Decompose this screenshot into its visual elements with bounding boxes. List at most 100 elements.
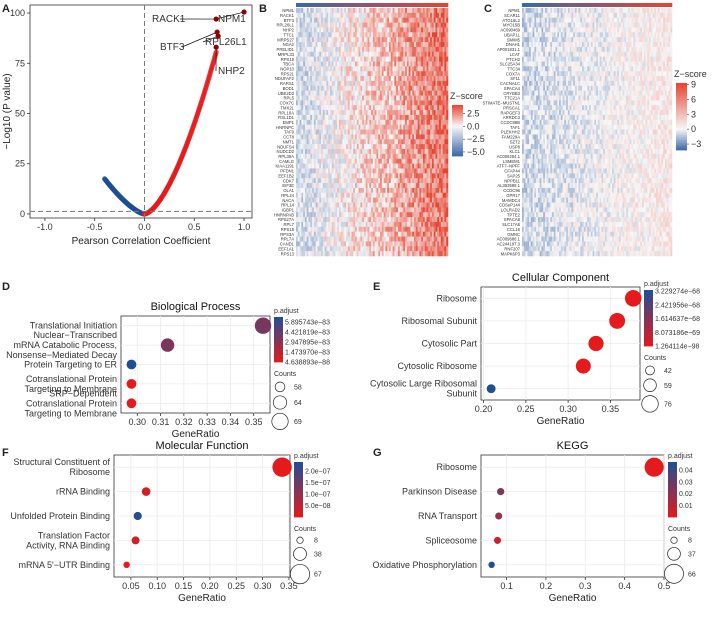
heat-cell [437, 153, 440, 160]
heat-cell [347, 241, 350, 247]
heat-cell [337, 90, 340, 96]
heat-cell [381, 42, 384, 48]
heat-cell [367, 163, 370, 169]
heat-cell [306, 217, 309, 223]
heat-cell [380, 246, 383, 252]
heat-cell [342, 56, 345, 62]
heat-cell [415, 236, 418, 242]
heat-cell [301, 139, 304, 145]
heat-cell [329, 12, 333, 19]
heat-cell [337, 149, 340, 155]
heat-cell [415, 241, 418, 247]
heat-cell [415, 8, 418, 14]
heat-cell [296, 187, 299, 194]
heat-cell [421, 173, 424, 179]
heat-cell [437, 42, 440, 48]
heat-cell [329, 129, 333, 135]
heat-cell [310, 178, 313, 184]
heat-cell [369, 246, 372, 252]
heat-cell [394, 105, 397, 111]
heat-cell [360, 27, 363, 33]
heat-cell [344, 42, 347, 48]
heat-cell [440, 61, 443, 67]
heat-cell [347, 105, 350, 111]
heat-cell [322, 163, 325, 169]
heat-cell [367, 85, 370, 91]
heat-cell [403, 202, 406, 208]
heat-cell [324, 46, 327, 53]
heat-cell [401, 168, 404, 174]
heat-cell [315, 95, 318, 101]
heat-cell [376, 37, 379, 43]
heat-cell [446, 8, 449, 14]
heat-cell [365, 207, 368, 213]
heat-cell [442, 100, 445, 106]
heat-cell [374, 246, 377, 252]
heat-cell [401, 124, 404, 130]
heat-cell [426, 105, 429, 111]
heat-cell [338, 90, 342, 96]
heat-cell [417, 153, 420, 160]
column-annotation-cell [380, 3, 383, 7]
heat-cell [417, 17, 420, 23]
heat-cell [329, 119, 333, 126]
heat-cell [317, 246, 320, 252]
heat-cell [331, 163, 334, 169]
heat-cell [304, 85, 308, 91]
heat-cell [362, 129, 365, 135]
heat-cell [430, 95, 433, 101]
heat-cell [442, 51, 445, 57]
heat-cell [367, 221, 370, 228]
heat-cell [405, 22, 408, 28]
heat-cell [335, 173, 338, 179]
heat-cell [329, 105, 333, 111]
heat-cell [422, 173, 426, 179]
heat-cell [306, 251, 309, 257]
heat-cell [401, 27, 404, 33]
legend-gradient-step [452, 148, 463, 151]
heat-cell [659, 12, 662, 19]
heat-cell [317, 226, 320, 232]
heat-cell [333, 226, 336, 232]
heat-cell [399, 12, 402, 19]
heat-cell [414, 32, 417, 38]
heat-cell [355, 134, 358, 140]
heat-cell [419, 37, 422, 43]
heat-cell [401, 149, 404, 155]
heat-cell [426, 207, 429, 213]
heat-cell [349, 124, 352, 130]
heat-cell [422, 42, 426, 48]
heat-cell [344, 27, 347, 33]
heat-cell [329, 66, 333, 72]
heat-cell [383, 56, 386, 62]
heat-cell [592, 12, 595, 19]
heat-cell [412, 226, 415, 232]
heat-cell [365, 217, 368, 223]
legend-gradient-step [452, 105, 463, 107]
heat-cell [376, 134, 379, 140]
heat-cell [338, 212, 342, 218]
heat-cell [562, 12, 565, 19]
heat-cell [355, 32, 358, 38]
heat-cell [435, 231, 438, 237]
heat-cell [326, 22, 329, 28]
heat-cell [387, 187, 390, 194]
heat-cell [424, 90, 427, 96]
heat-cell [308, 207, 311, 213]
heat-cell [297, 212, 300, 218]
heat-cell [342, 71, 345, 77]
heat-cell [346, 100, 349, 106]
heat-cell [412, 149, 415, 155]
heat-cell [349, 114, 352, 121]
heat-cell [645, 8, 648, 14]
heat-cell [412, 12, 415, 19]
heat-cell [392, 46, 395, 53]
heat-cell [444, 17, 447, 23]
heat-cell [421, 163, 424, 169]
heat-cell [573, 8, 576, 14]
heat-cell [388, 134, 392, 140]
heat-cell [422, 153, 426, 160]
heat-cell [408, 134, 411, 140]
heat-cell [437, 100, 440, 106]
heat-cell [431, 66, 434, 72]
